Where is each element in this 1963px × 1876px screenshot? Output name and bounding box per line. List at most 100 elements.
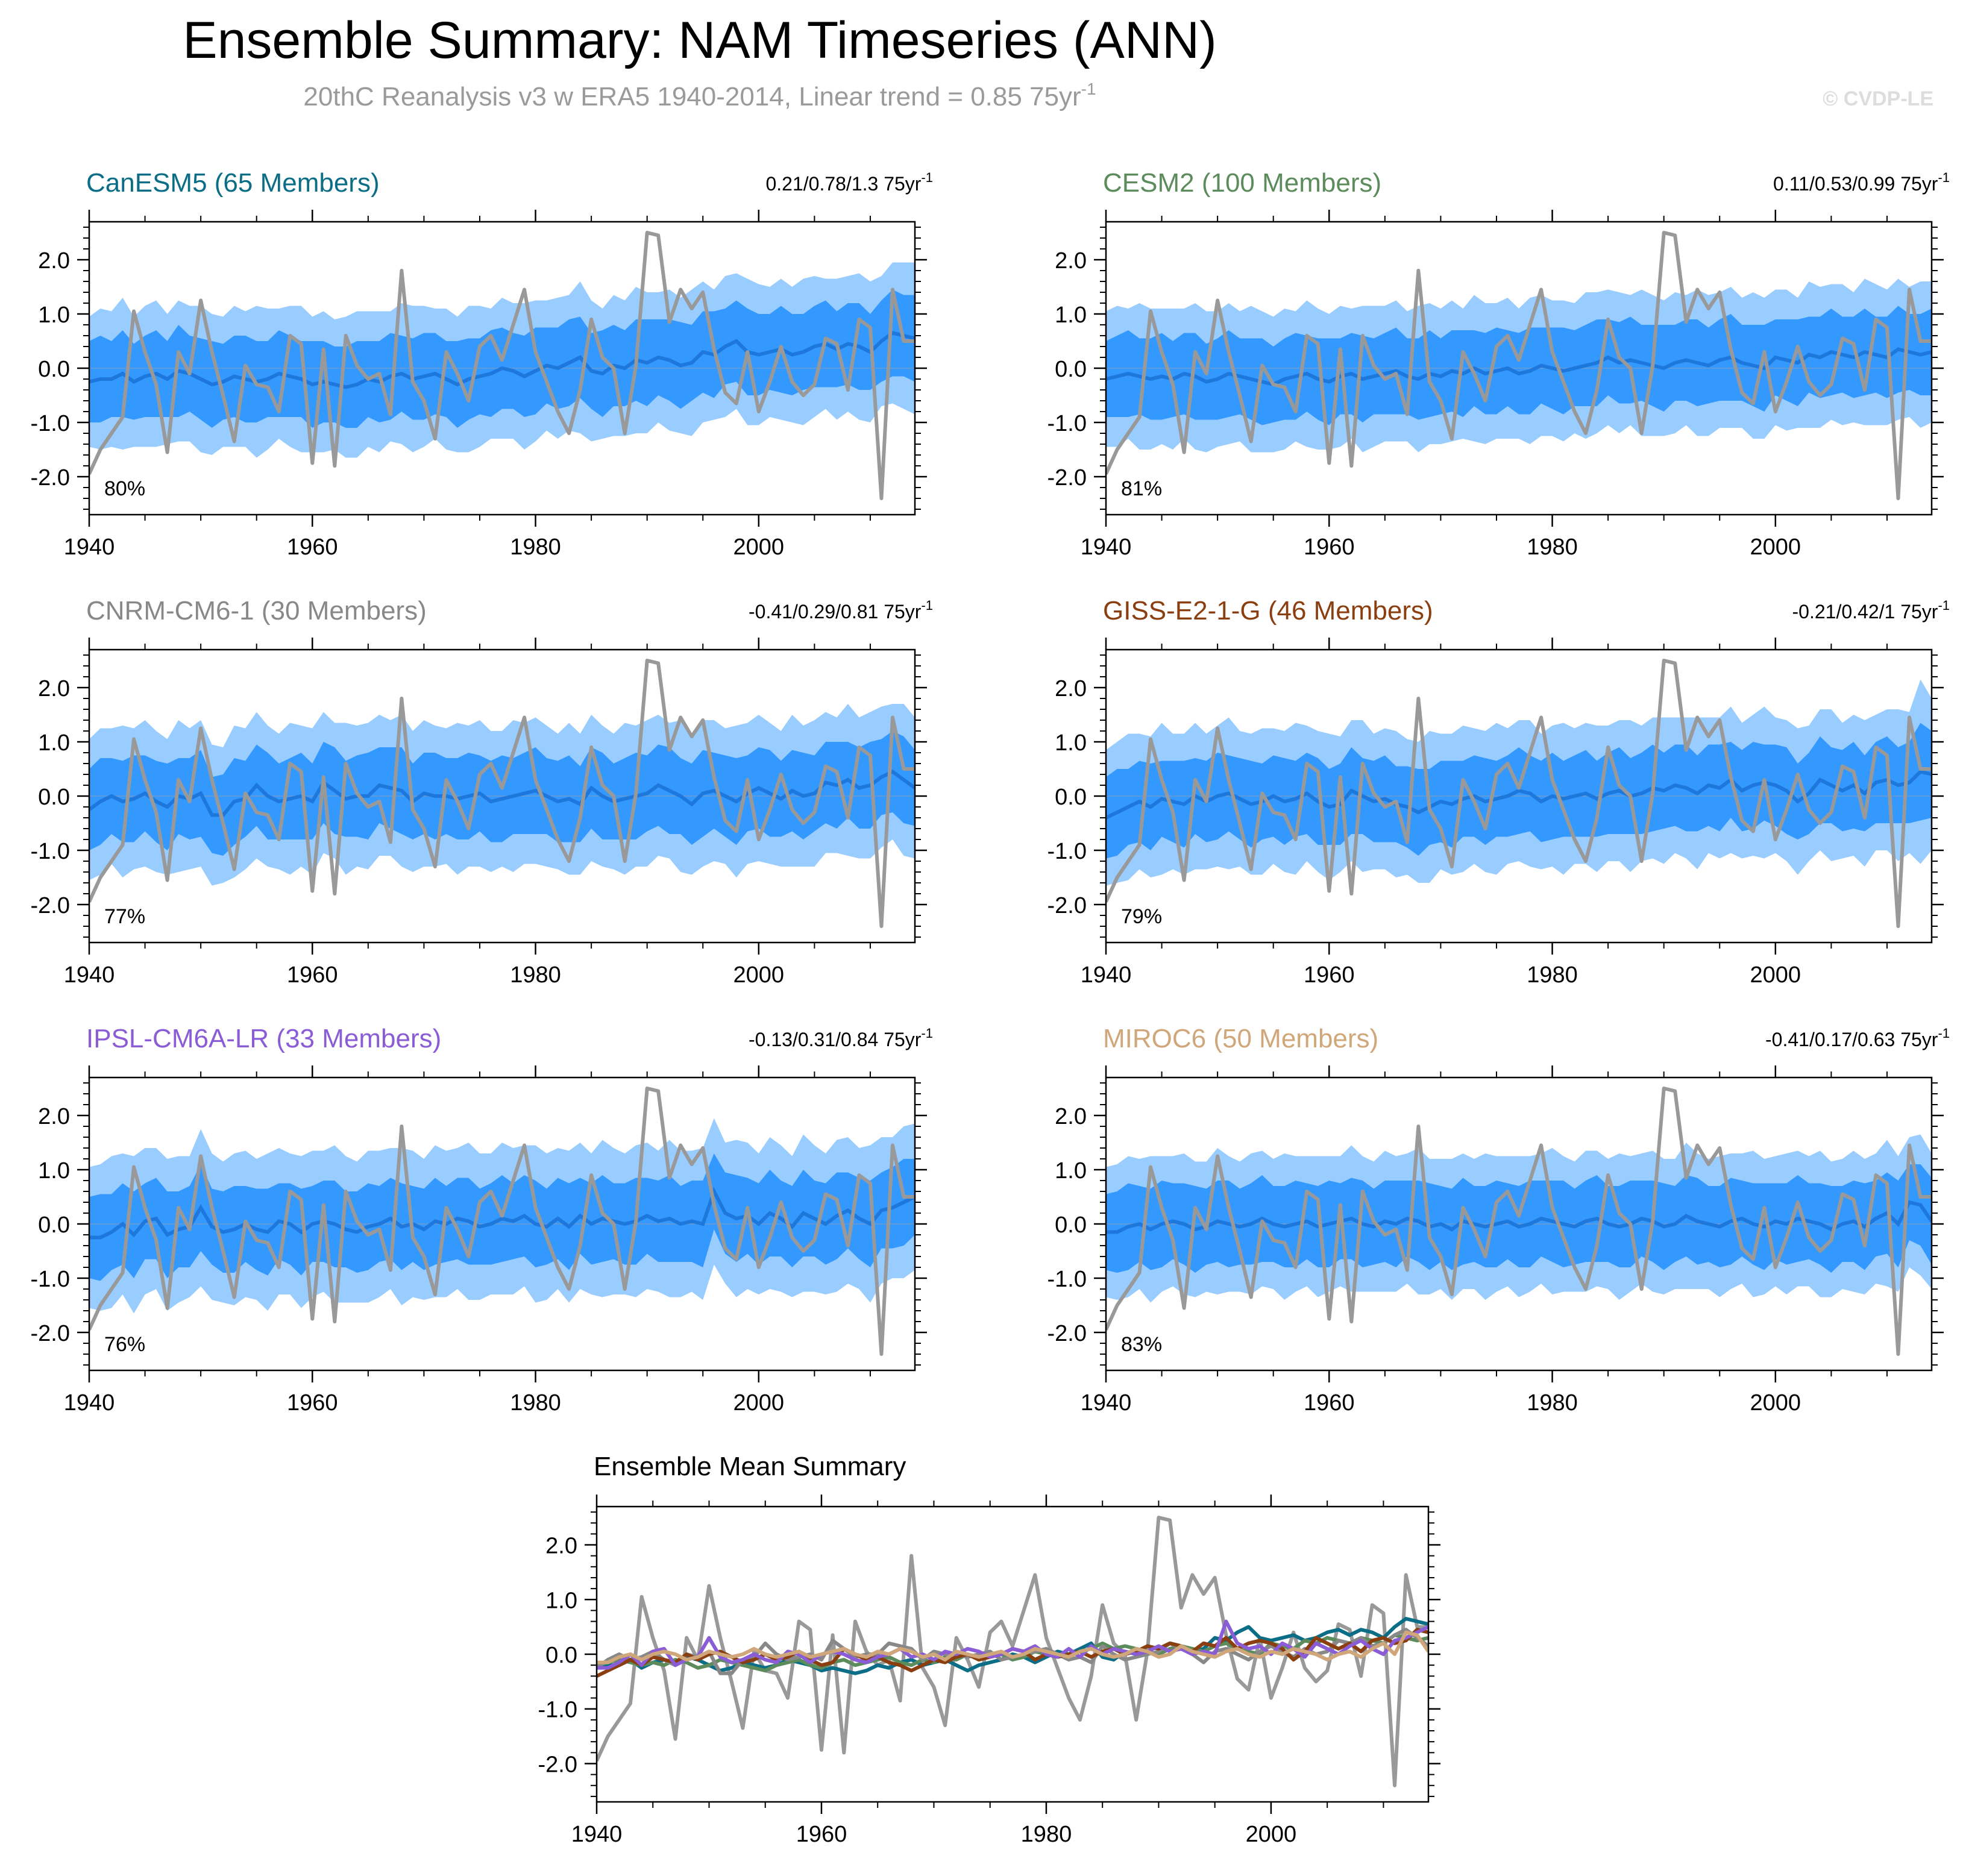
panel-stats-text: -0.41/0.29/0.81 75yr: [749, 601, 922, 623]
percent-label: 83%: [1121, 1333, 1162, 1356]
y-tick-label: 1.0: [38, 730, 70, 756]
figure-subtitle-sup: -1: [1081, 80, 1096, 98]
panel-stats: -0.13/0.31/0.84 75yr-1: [749, 1026, 933, 1050]
y-tick-label: -2.0: [1047, 465, 1087, 491]
x-tick-label: 1960: [287, 1390, 338, 1416]
y-tick-label: 2.0: [38, 676, 70, 701]
panel-stats-text: 0.21/0.78/1.3 75yr: [765, 173, 921, 195]
x-tick-label: 1960: [1304, 962, 1355, 988]
y-tick-label: -1.0: [1047, 839, 1087, 864]
x-tick-label: 1940: [64, 1390, 115, 1416]
x-tick-label: 1980: [1527, 962, 1578, 988]
plot-area: [1106, 659, 1932, 928]
y-tick-label: -1.0: [31, 1267, 70, 1292]
x-tick-label: 2000: [733, 962, 785, 988]
panel-cesm2: 2.0 1.0 0.0 -1.0 -2.0 1940 1960 1980 2000 CESM2 (…: [1047, 168, 1950, 560]
observed-line: [89, 1087, 915, 1356]
y-tick-label: 2.0: [1055, 248, 1087, 274]
x-tick-label: 1980: [510, 962, 561, 988]
y-tick-label: 2.0: [1055, 1104, 1087, 1129]
panel-title: GISS-E2-1-G (46 Members): [1103, 596, 1433, 626]
panel-stats-sup: -1: [921, 1026, 933, 1041]
y-tick-label: 1.0: [1055, 730, 1087, 756]
observed-line: [89, 231, 915, 500]
y-tick-label: 0.0: [1055, 357, 1087, 382]
x-tick-label: 2000: [1750, 535, 1801, 560]
x-tick-label: 2000: [1246, 1822, 1297, 1847]
y-tick-label: 2.0: [38, 1104, 70, 1129]
observed-line: [1106, 659, 1932, 928]
inner-spread-band: [89, 731, 915, 856]
ensemble-mean-line: [1106, 770, 1932, 820]
percent-label: 77%: [104, 905, 145, 928]
plot-area: [89, 1087, 915, 1356]
panel-stats: 0.21/0.78/1.3 75yr-1: [765, 170, 933, 195]
y-tick-label: -1.0: [31, 411, 70, 436]
y-tick-label: 0.0: [1055, 1212, 1087, 1238]
panel-stats: 0.11/0.53/0.99 75yr-1: [1773, 170, 1950, 195]
x-tick-label: 2000: [1750, 962, 1801, 988]
y-tick-label: -1.0: [1047, 411, 1087, 436]
y-tick-label: 0.0: [38, 357, 70, 382]
x-tick-label: 1940: [1081, 962, 1132, 988]
summary-title: Ensemble Mean Summary: [594, 1452, 906, 1481]
x-tick-label: 1980: [1021, 1822, 1072, 1847]
x-tick-label: 1940: [64, 962, 115, 988]
panel-stats: -0.21/0.42/1 75yr-1: [1792, 598, 1950, 623]
summary-plot-area: [597, 1516, 1428, 1787]
x-tick-label: 1940: [1081, 535, 1132, 560]
panel-stats-sup: -1: [1938, 598, 1950, 613]
x-tick-label: 1980: [510, 1390, 561, 1416]
y-tick-label: 1.0: [1055, 1158, 1087, 1184]
x-tick-label: 2000: [733, 1390, 785, 1416]
x-tick-label: 1980: [1527, 535, 1578, 560]
plot-area: [1106, 1087, 1932, 1356]
y-tick-label: -2.0: [1047, 1321, 1087, 1346]
panel-title: CanESM5 (65 Members): [86, 168, 380, 198]
figure-subtitle-text: 20thC Reanalysis v3 w ERA5 1940-2014, Li…: [303, 82, 1081, 111]
panel-title: CNRM-CM6-1 (30 Members): [86, 596, 427, 626]
y-tick-label: 2.0: [1055, 676, 1087, 701]
panel-giss: 2.0 1.0 0.0 -1.0 -2.0 1940 1960 1980 2000 GISS-E2…: [1047, 596, 1950, 988]
panel-stats-sup: -1: [1938, 170, 1950, 185]
plot-area: [1106, 231, 1932, 500]
x-tick-label: 2000: [733, 535, 785, 560]
y-tick-label: 1.0: [545, 1588, 577, 1613]
y-tick-label: -1.0: [1047, 1267, 1087, 1292]
observed-line: [1106, 1087, 1932, 1356]
panel-miroc: 2.0 1.0 0.0 -1.0 -2.0 1940 1960 1980 2000 MIROC6 …: [1047, 1024, 1950, 1416]
plot-area: [89, 231, 915, 500]
x-tick-label: 1960: [1304, 535, 1355, 560]
summary-line-miroc: [597, 1630, 1428, 1664]
x-tick-label: 1960: [287, 962, 338, 988]
panel-canesm5: 2.0 1.0 0.0 -1.0 -2.0 1940 1960 1980 2000 CanESM5…: [31, 168, 933, 560]
x-tick-label: 1980: [510, 535, 561, 560]
ensemble-mean-line: [89, 770, 915, 817]
panel-ensemble-mean-summary: 2.0 1.0 0.0 -1.0 -2.0 1940 1960 1980 2000 Ensembl…: [538, 1452, 1440, 1847]
y-tick-label: 1.0: [1055, 303, 1087, 328]
panel-stats-sup: -1: [921, 170, 933, 185]
y-tick-label: -2.0: [31, 893, 70, 918]
panel-stats: -0.41/0.29/0.81 75yr-1: [749, 598, 933, 623]
y-tick-label: -2.0: [538, 1752, 577, 1777]
percent-label: 76%: [104, 1333, 145, 1356]
y-tick-label: 0.0: [38, 1212, 70, 1238]
observed-line: [1106, 231, 1932, 500]
ensemble-mean-line: [89, 331, 915, 389]
figure-subtitle: 20thC Reanalysis v3 w ERA5 1940-2014, Li…: [303, 80, 1096, 111]
percent-label: 79%: [1121, 905, 1162, 928]
percent-label: 81%: [1121, 477, 1162, 500]
x-tick-label: 1980: [1527, 1390, 1578, 1416]
y-tick-label: 1.0: [38, 303, 70, 328]
observed-line: [89, 659, 915, 928]
y-tick-label: 0.0: [38, 785, 70, 810]
panel-title: IPSL-CM6A-LR (33 Members): [86, 1024, 441, 1053]
inner-spread-band: [1106, 306, 1932, 425]
x-tick-label: 1940: [64, 535, 115, 560]
summary-line-ipsl: [597, 1619, 1428, 1670]
y-tick-label: 0.0: [545, 1643, 577, 1668]
inner-spread-band: [1106, 1164, 1932, 1273]
y-tick-label: 0.0: [1055, 785, 1087, 810]
figure-title: Ensemble Summary: NAM Timeseries (ANN): [183, 11, 1217, 69]
